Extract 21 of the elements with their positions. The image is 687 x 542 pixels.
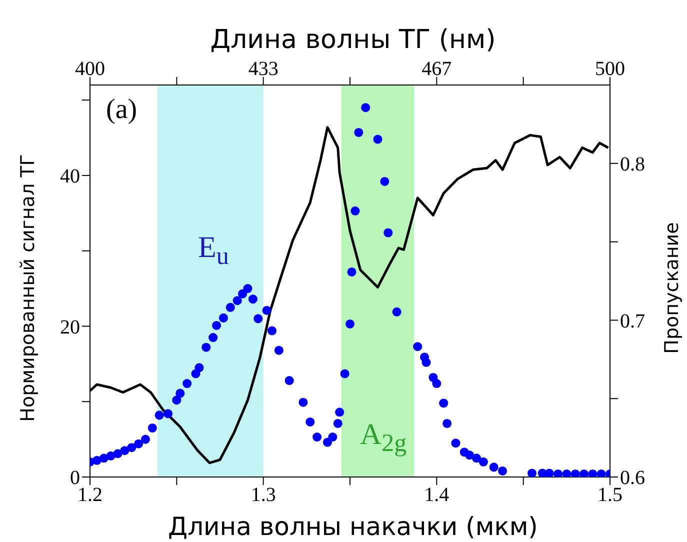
y2-tick-label: 0.8 — [620, 154, 645, 176]
x-tick-label: 1.2 — [78, 484, 102, 506]
x-tick-label: 1.5 — [598, 484, 622, 506]
y-tick-label: 40 — [60, 166, 80, 188]
y2-axis-title: Пропускание — [661, 222, 683, 354]
x-axis-title: Длина волны накачки (мкм) — [168, 512, 538, 541]
x2-tick-label: 433 — [248, 58, 278, 80]
y2-tick-label: 0.6 — [620, 467, 645, 490]
y2-tick-label: 0.7 — [620, 310, 645, 332]
y-axis-title: Нормированный сигнал ТГ — [17, 154, 39, 422]
x2-tick-label: 467 — [422, 58, 452, 80]
x2-axis-title: Длина волны ТГ (нм) — [210, 25, 496, 55]
x-tick-label: 1.4 — [424, 484, 450, 506]
y-tick-label: 0 — [70, 467, 80, 490]
annotation: (a) — [106, 94, 138, 125]
y-tick-label: 20 — [60, 316, 80, 338]
x2-tick-label: 400 — [75, 58, 105, 80]
x2-tick-label: 500 — [595, 58, 625, 80]
annotation: E$_{u}$ — [198, 231, 229, 270]
x-tick-label: 1.3 — [250, 484, 276, 506]
annotation: A$_{2g}$ — [360, 418, 407, 457]
